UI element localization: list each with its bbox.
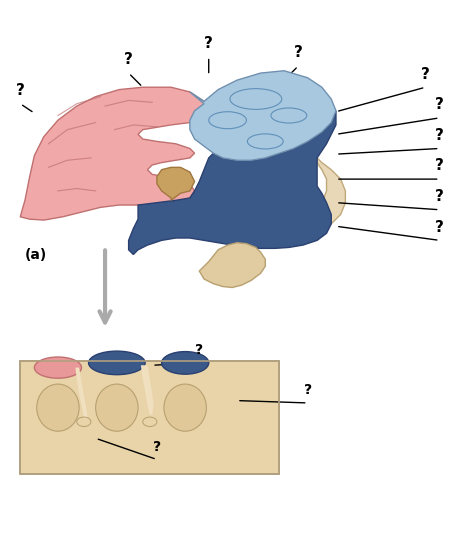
Text: ?: ? [294,46,303,60]
Polygon shape [128,111,336,255]
Text: ?: ? [435,220,444,235]
Ellipse shape [164,384,206,431]
Text: ?: ? [153,440,161,454]
Text: ?: ? [195,343,203,357]
Polygon shape [75,367,88,420]
Text: ?: ? [421,67,430,81]
Text: (a): (a) [25,248,47,262]
Text: ?: ? [435,189,444,204]
Polygon shape [141,365,154,415]
Polygon shape [190,70,336,160]
Text: ?: ? [435,97,444,112]
Polygon shape [199,243,265,287]
Polygon shape [20,87,209,220]
Ellipse shape [96,384,138,431]
FancyBboxPatch shape [20,360,279,474]
Text: ?: ? [435,128,444,143]
Text: ?: ? [16,83,25,98]
Text: ?: ? [304,383,312,397]
Text: ?: ? [124,53,133,67]
Text: ?: ? [204,36,213,51]
Ellipse shape [89,351,145,375]
Polygon shape [157,167,195,201]
Polygon shape [284,158,346,248]
Ellipse shape [35,357,82,378]
Ellipse shape [162,352,209,374]
Ellipse shape [36,384,79,431]
Text: ?: ? [435,158,444,173]
